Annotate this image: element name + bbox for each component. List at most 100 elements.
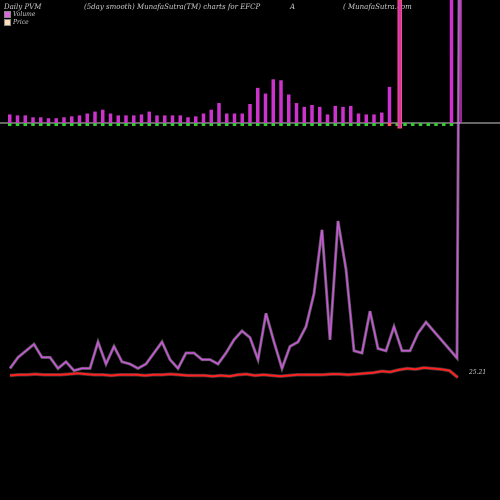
volume-bar-base xyxy=(333,123,337,126)
volume-bar xyxy=(170,115,175,123)
volume-bar-base xyxy=(387,123,392,126)
volume-bar xyxy=(54,118,58,123)
volume-bar xyxy=(116,115,120,123)
volume-bar-base xyxy=(325,123,330,126)
volume-bar xyxy=(85,113,89,123)
volume-bar-base xyxy=(62,123,66,126)
volume-bar xyxy=(209,109,213,123)
volume-bar-base xyxy=(240,123,244,126)
volume-bar-base xyxy=(232,123,237,126)
volume-bar xyxy=(124,115,128,123)
volume-bar-base xyxy=(70,123,74,126)
volume-bar xyxy=(341,106,345,123)
volume-bar xyxy=(8,114,12,123)
pvm-line-glow xyxy=(8,0,461,374)
volume-bar-base xyxy=(341,123,345,126)
volume-bar-base xyxy=(201,123,206,126)
volume-bar-base xyxy=(31,123,35,126)
volume-bar xyxy=(263,93,268,123)
volume-bar-base xyxy=(372,123,376,126)
volume-bar-base xyxy=(124,123,128,126)
volume-bar xyxy=(232,113,237,123)
volume-bar-base xyxy=(380,123,384,126)
chart-type-label: Daily PVM xyxy=(4,3,42,11)
volume-bar-base xyxy=(356,123,361,126)
volume-bar-base xyxy=(163,123,167,126)
volume-bar-base xyxy=(403,123,407,126)
volume-bar-base xyxy=(279,123,283,126)
volume-bar-base xyxy=(178,123,182,126)
volume-bar-base xyxy=(263,123,268,126)
volume-bar xyxy=(132,115,136,123)
volume-bar-base xyxy=(426,123,430,126)
volume-bar-base xyxy=(302,123,306,126)
volume-bar xyxy=(372,114,376,123)
volume-bar-base xyxy=(287,123,291,126)
volume-bar xyxy=(279,80,283,123)
volume-bar-base xyxy=(411,123,415,126)
volume-bar xyxy=(62,117,66,123)
volume-bar-base xyxy=(256,123,260,126)
chart-title: (5day smooth) MunafaSutra(TM) charts for… xyxy=(84,3,261,11)
volume-bar xyxy=(271,79,275,123)
volume-bar xyxy=(225,113,229,123)
volume-bar xyxy=(349,105,353,123)
volume-bar-base xyxy=(23,123,27,126)
legend-item-price: Price xyxy=(4,19,29,26)
volume-bar-base xyxy=(170,123,175,126)
volume-bar-base xyxy=(442,123,446,126)
volume-bar xyxy=(240,113,244,123)
volume-bar xyxy=(39,117,43,123)
volume-bar xyxy=(178,115,182,123)
volume-bar-base xyxy=(434,123,438,126)
pvm-line xyxy=(9,0,460,372)
volume-bar xyxy=(310,104,314,123)
volume-bar-base xyxy=(15,123,20,126)
legend-volume-label: Volume xyxy=(13,11,36,18)
volume-bar xyxy=(201,113,206,123)
volume-bar-base xyxy=(116,123,120,126)
volume-bar xyxy=(31,117,35,123)
volume-bar xyxy=(155,115,159,123)
volume-bar-base xyxy=(449,123,454,126)
volume-bar-base xyxy=(85,123,89,126)
volume-bar xyxy=(186,117,190,123)
volume-bar-base xyxy=(155,123,159,126)
volume-bar-base xyxy=(209,123,213,126)
volume-bar xyxy=(333,105,337,123)
volume-bar-base xyxy=(139,123,144,126)
volume-bar xyxy=(302,106,306,123)
volume-bar xyxy=(163,115,167,123)
volume-bar xyxy=(380,112,384,123)
volume-bar xyxy=(46,118,51,123)
volume-bar-base xyxy=(294,123,299,126)
volume-bar-base xyxy=(54,123,58,126)
volume-bar-base xyxy=(108,123,113,126)
volume-bar xyxy=(93,111,97,123)
volume-bar-base xyxy=(418,123,423,126)
volume-bar xyxy=(108,113,113,123)
volume-bar xyxy=(325,114,330,123)
volume-bar-base xyxy=(46,123,51,126)
volume-bar xyxy=(287,94,291,123)
volume-bar xyxy=(294,103,299,123)
volume-bar-base xyxy=(194,123,198,126)
volume-bar xyxy=(248,104,252,123)
volume-bar xyxy=(15,115,20,123)
volume-bar-base xyxy=(310,123,314,126)
volume-bar-base xyxy=(8,123,12,126)
source-label: ( MunafaSutra.com xyxy=(343,3,412,11)
volume-bar xyxy=(449,0,454,123)
volume-bar-base xyxy=(217,123,221,126)
volume-bar-base xyxy=(271,123,275,126)
volume-bar xyxy=(101,109,105,123)
volume-bar-base xyxy=(186,123,190,126)
last-price-label: 25.21 xyxy=(469,369,487,376)
volume-bar-base xyxy=(132,123,136,126)
volume-bar-base xyxy=(318,123,322,126)
price-line xyxy=(9,366,459,379)
volume-swatch xyxy=(4,11,11,18)
volume-bar xyxy=(23,115,27,123)
